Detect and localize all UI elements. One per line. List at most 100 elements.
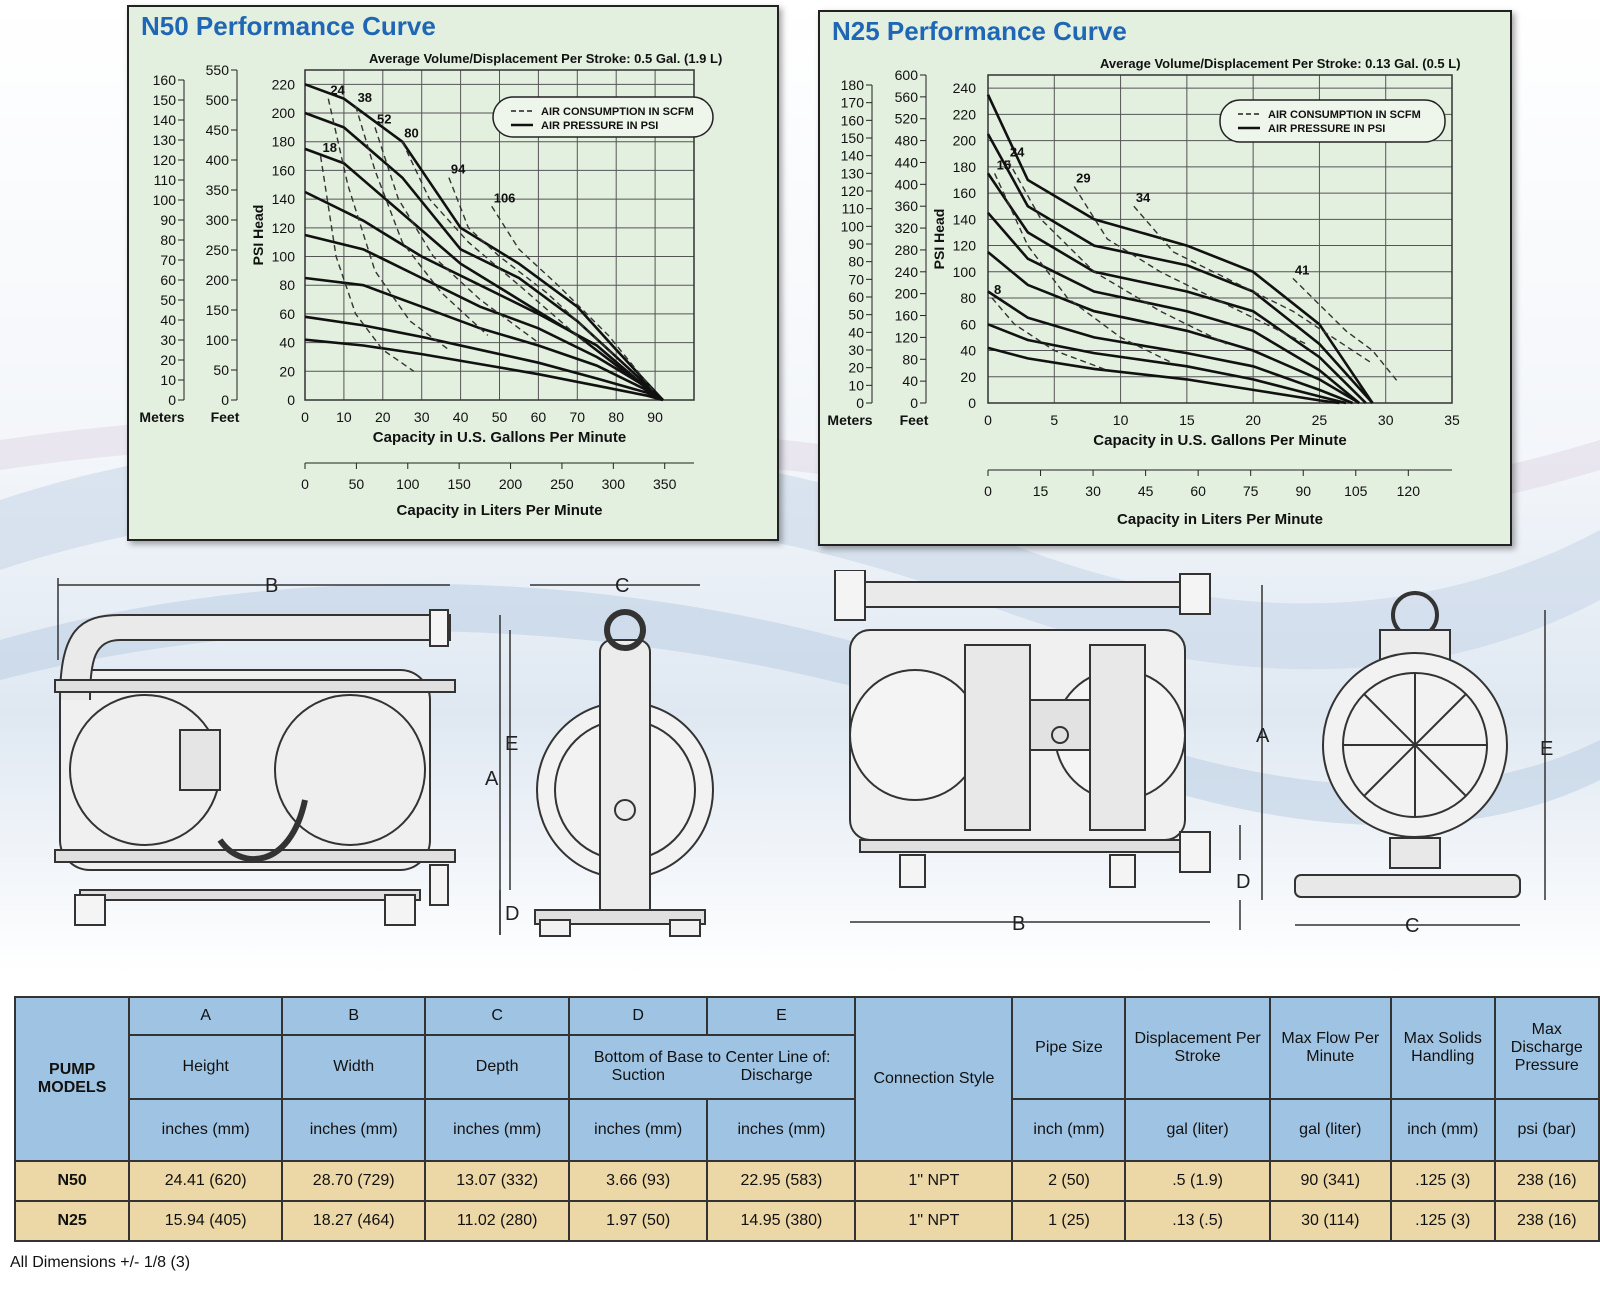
unit-cell: gal (liter): [1124, 1098, 1271, 1162]
header-width: Width: [281, 1034, 427, 1100]
feet-tick-label: 500: [206, 92, 230, 108]
x-tick-label: 60: [531, 409, 547, 425]
header-discharge: Discharge: [740, 1067, 813, 1084]
header-letter-d: D: [567, 996, 709, 1036]
feet-tick-label: 40: [902, 373, 918, 389]
feet-tick-label: 0: [221, 392, 229, 408]
scfm-series-line: [491, 205, 656, 394]
dim-label: E: [505, 733, 518, 755]
feet-tick-label: 250: [206, 242, 230, 258]
psi-tick-label: 180: [272, 134, 296, 150]
psi-tick-label: 200: [953, 133, 977, 149]
table-cell: 3.66 (93): [567, 1160, 709, 1202]
chart-subtitle: Average Volume/Displacement Per Stroke: …: [1100, 56, 1461, 71]
meters-tick-label: 150: [841, 130, 865, 146]
psi-tick-label: 120: [953, 238, 977, 254]
unit-cell: inches (mm): [424, 1098, 570, 1162]
scfm-label: 41: [1295, 262, 1309, 277]
dim-label: A: [1256, 725, 1270, 747]
meters-tick-label: 10: [160, 372, 176, 388]
feet-tick-label: 0: [910, 395, 918, 411]
meters-tick-label: 20: [160, 352, 176, 368]
psi-series-line: [986, 94, 1374, 404]
psi-tick-label: 0: [968, 395, 976, 411]
chart-title: N25 Performance Curve: [832, 16, 1127, 46]
psi-axis-label: PSI Head: [250, 205, 266, 266]
table-cell: .125 (3): [1389, 1160, 1496, 1202]
lpm-tick-label: 60: [1190, 483, 1206, 499]
scfm-series-line: [993, 173, 1174, 365]
x-tick-label: 25: [1312, 412, 1328, 428]
table-cell: 14.95 (380): [706, 1200, 857, 1242]
psi-tick-label: 160: [272, 162, 296, 178]
scfm-series-line: [374, 127, 539, 344]
psi-series-line: [304, 233, 664, 402]
feet-tick-label: 320: [895, 220, 919, 236]
feet-tick-label: 520: [895, 111, 919, 127]
header-connection-style: Connection Style: [854, 996, 1014, 1162]
scfm-label: 80: [404, 126, 418, 141]
scfm-series-line: [1292, 277, 1400, 384]
lpm-tick-label: 0: [984, 483, 992, 499]
psi-series-line: [986, 172, 1367, 404]
meters-tick-label: 160: [153, 72, 177, 88]
psi-tick-label: 60: [279, 306, 295, 322]
legend-dashed-label: AIR CONSUMPTION IN SCFM: [541, 106, 694, 118]
x-tick-label: 15: [1179, 412, 1195, 428]
n50-dimension-lines: [57, 578, 700, 935]
header-letter-e: E: [706, 996, 857, 1036]
header-suction: Suction: [611, 1067, 666, 1084]
meters-tick-label: 80: [848, 254, 864, 270]
feet-tick-label: 440: [895, 154, 919, 170]
unit-cell: inch (mm): [1389, 1098, 1496, 1162]
x-tick-label: 5: [1050, 412, 1058, 428]
x-tick-label: 80: [608, 409, 624, 425]
meters-tick-label: 180: [841, 77, 865, 93]
n25-chart-panel: N25 Performance Curve Average Volume/Dis…: [818, 10, 1512, 546]
table-cell: 1 (25): [1011, 1200, 1127, 1242]
meters-tick-label: 90: [848, 236, 864, 252]
unit-cell: psi (bar): [1493, 1098, 1600, 1162]
feet-tick-label: 100: [206, 332, 230, 348]
n50-chart-panel: N50 Performance Curve Average Volume/Dis…: [127, 5, 779, 541]
pump-spec-table: PUMP MODELS A B C D E Connection Style P…: [13, 996, 1600, 1242]
meters-tick-label: 50: [160, 292, 176, 308]
legend-solid-label: AIR PRESSURE IN PSI: [1268, 123, 1385, 135]
lpm-tick-label: 300: [602, 476, 626, 492]
psi-tick-label: 180: [953, 159, 977, 175]
lpm-tick-label: 150: [447, 476, 471, 492]
scfm-series-line: [448, 177, 617, 358]
psi-tick-label: 100: [272, 249, 296, 265]
x-axis-label: Capacity in U.S. Gallons Per Minute: [373, 429, 626, 446]
table-cell: 11.02 (280): [424, 1200, 570, 1242]
header-displacement: Displacement Per Stroke: [1124, 996, 1271, 1100]
psi-series-line: [987, 346, 1340, 405]
feet-tick-label: 450: [206, 122, 230, 138]
table-cell: .13 (.5): [1124, 1200, 1271, 1242]
lpm-tick-label: 30: [1085, 483, 1101, 499]
lpm-tick-label: 75: [1243, 483, 1259, 499]
meters-tick-label: 10: [848, 377, 864, 393]
header-max-flow: Max Flow Per Minute: [1268, 996, 1392, 1100]
dimensions-footnote: All Dimensions +/- 1/8 (3): [10, 1254, 191, 1271]
table-row: N50 24.41 (620) 28.70 (729) 13.07 (332) …: [13, 1160, 1600, 1202]
unit-cell: inches (mm): [128, 1098, 284, 1162]
lpm-tick-label: 200: [499, 476, 523, 492]
legend-solid-label: AIR PRESSURE IN PSI: [541, 120, 658, 132]
meters-tick-label: 100: [841, 218, 865, 234]
scfm-label: 38: [358, 90, 372, 105]
scfm-series-line: [401, 141, 586, 344]
unit-cell: gal (liter): [1268, 1098, 1392, 1162]
psi-series-line: [304, 276, 664, 402]
dim-label: A: [485, 768, 499, 790]
psi-series-line: [304, 338, 664, 402]
psi-series-line: [304, 190, 664, 402]
lpm-tick-label: 250: [550, 476, 574, 492]
lpm-tick-label: 50: [349, 476, 365, 492]
x-tick-label: 20: [1245, 412, 1261, 428]
scfm-label: 29: [1076, 171, 1090, 186]
lpm-tick-label: 15: [1033, 483, 1049, 499]
feet-tick-label: 350: [206, 182, 230, 198]
meters-tick-label: 70: [848, 271, 864, 287]
psi-series-line: [304, 83, 664, 401]
